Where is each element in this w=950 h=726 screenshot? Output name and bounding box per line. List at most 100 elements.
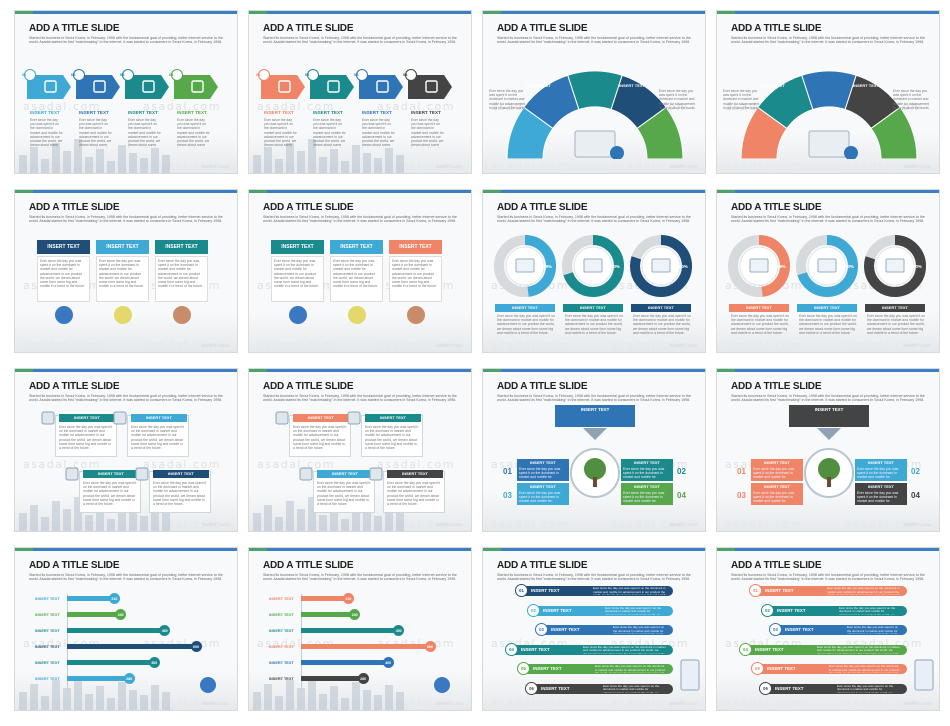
building xyxy=(374,158,382,173)
building xyxy=(308,676,316,710)
illustration-shape xyxy=(348,306,366,324)
donut-value-arc xyxy=(494,235,556,297)
step-number: 01 xyxy=(22,72,27,77)
slide-top-accent xyxy=(249,548,267,551)
slide-top-accent xyxy=(717,548,735,551)
list-paragraph: Ever since the day you was spent it on t… xyxy=(603,684,660,693)
slide-thumbnail[interactable]: ADD A TITLE SLIDE Started its business in… xyxy=(14,189,238,353)
column-illustration xyxy=(55,306,73,324)
donut-chart xyxy=(864,235,926,297)
slide-thumbnail[interactable]: ADD A TITLE SLIDE Started its business in… xyxy=(248,547,472,711)
slide-top-accent xyxy=(717,190,735,193)
building xyxy=(352,682,360,710)
slide-thumbnail[interactable]: ADD A TITLE SLIDE Started its business in… xyxy=(14,10,238,174)
card-header: INSERT TEXT xyxy=(83,470,139,478)
bar-value-badge xyxy=(148,657,160,668)
bar xyxy=(67,660,151,665)
bar-value: 400 xyxy=(151,661,158,665)
slide-thumbnail[interactable]: ADD A TITLE SLIDE Started its business in… xyxy=(482,189,706,353)
device-illustration xyxy=(680,659,700,691)
building xyxy=(19,692,27,710)
list-label: INSERT TEXT xyxy=(767,666,796,671)
building xyxy=(118,145,126,173)
segment-label: INSERT TEXT xyxy=(838,43,865,48)
illustration-shape xyxy=(55,306,73,324)
building xyxy=(129,511,137,531)
building xyxy=(319,157,327,173)
slide-thumbnail[interactable]: ADD A TITLE SLIDE Started its business in… xyxy=(716,10,940,174)
column-header: INSERT TEXT xyxy=(37,240,90,254)
building xyxy=(297,509,305,531)
bar-value-badge xyxy=(123,673,135,684)
list-paragraph: Ever since the day you was spent it on t… xyxy=(837,684,894,693)
building xyxy=(396,692,404,710)
step-icon xyxy=(93,80,106,93)
slide-thumbnail[interactable]: ADD A TITLE SLIDE Started its business in… xyxy=(14,368,238,532)
slide-title: ADD A TITLE SLIDE xyxy=(497,202,588,213)
donut-chart xyxy=(630,235,692,297)
list-number-badge xyxy=(739,642,752,656)
quadrant-box xyxy=(751,483,803,505)
bar-value: 400 xyxy=(385,661,392,665)
bar xyxy=(67,612,118,617)
segment-label: INSERT TEXT xyxy=(774,43,801,48)
slide-thumbnail[interactable]: ADD A TITLE SLIDE Started its business in… xyxy=(482,547,706,711)
building xyxy=(52,501,60,531)
bar-value: 240 xyxy=(117,613,124,617)
step-paragraph: Ever since the day you was spent it on t… xyxy=(313,118,346,148)
building xyxy=(253,155,261,173)
watermark: asadal.com xyxy=(23,458,101,471)
slide-top-accent xyxy=(15,369,33,372)
card-header: INSERT TEXT xyxy=(153,470,209,478)
building xyxy=(96,686,104,710)
slide-thumbnail[interactable]: ADD A TITLE SLIDE Started its business in… xyxy=(716,189,940,353)
tree-canopy xyxy=(584,458,606,480)
building xyxy=(308,139,316,173)
slide-thumbnail[interactable]: ADD A TITLE SLIDE Started its business in… xyxy=(248,368,472,532)
list-number-badge xyxy=(751,662,764,675)
step-icon xyxy=(425,80,438,93)
card-paragraph: Ever since the day you was spent it on t… xyxy=(83,481,137,507)
slide-thumbnail[interactable]: ADD A TITLE SLIDE Started its business in… xyxy=(248,189,472,353)
illustration-shape xyxy=(407,306,425,324)
step-heading: INSERT TEXT xyxy=(313,110,343,115)
segment-label: INSERT TEXT xyxy=(604,43,631,48)
slide-thumbnail[interactable]: ADD A TITLE SLIDE Started its business in… xyxy=(716,368,940,532)
slide-thumbnail[interactable]: ADD A TITLE SLIDE Started its business in… xyxy=(248,10,472,174)
slide-thumbnail[interactable]: ADD A TITLE SLIDE Started its business in… xyxy=(14,547,238,711)
donut-value-arc xyxy=(728,235,790,297)
side-paragraph: Ever since the day you was spent it on t… xyxy=(723,89,760,111)
slide-subtitle: Started its business in Seoul Korea, in … xyxy=(29,394,223,403)
donut-label: INSERT TEXT xyxy=(631,304,691,312)
slide-thumbnail[interactable]: ADD A TITLE SLIDE Started its business in… xyxy=(482,10,706,174)
laptop-illustration xyxy=(574,130,616,158)
step-heading: INSERT TEXT xyxy=(79,110,109,115)
building xyxy=(74,497,82,531)
building xyxy=(286,501,294,531)
donut-value-arc xyxy=(562,235,624,297)
quadrant-box xyxy=(621,459,673,481)
device-illustration xyxy=(914,659,934,691)
building xyxy=(363,511,371,531)
building xyxy=(118,682,126,710)
list-number: 03 xyxy=(539,627,544,632)
slide-subtitle: Started its business in Seoul Korea, in … xyxy=(731,573,925,582)
step-icon xyxy=(142,80,155,93)
column-header: INSERT TEXT xyxy=(155,240,208,254)
slide-thumbnail[interactable]: ADD A TITLE SLIDE Started its business in… xyxy=(482,368,706,532)
slide-thumbnail[interactable]: ADD A TITLE SLIDE Started its business in… xyxy=(716,547,940,711)
step-arrow xyxy=(359,75,403,99)
building xyxy=(330,507,338,531)
quadrant-label: INSERT TEXT xyxy=(867,460,894,465)
building xyxy=(19,513,27,531)
column-paragraph: Ever since the day you was spent it on t… xyxy=(99,259,145,289)
list-number: 05 xyxy=(521,666,526,671)
building xyxy=(140,695,148,710)
building xyxy=(140,516,148,531)
building xyxy=(363,153,371,173)
building xyxy=(63,509,71,531)
donut-label: INSERT TEXT xyxy=(797,304,857,312)
list-number-badge xyxy=(535,623,548,636)
building xyxy=(253,513,261,531)
slide-title: ADD A TITLE SLIDE xyxy=(263,23,354,34)
